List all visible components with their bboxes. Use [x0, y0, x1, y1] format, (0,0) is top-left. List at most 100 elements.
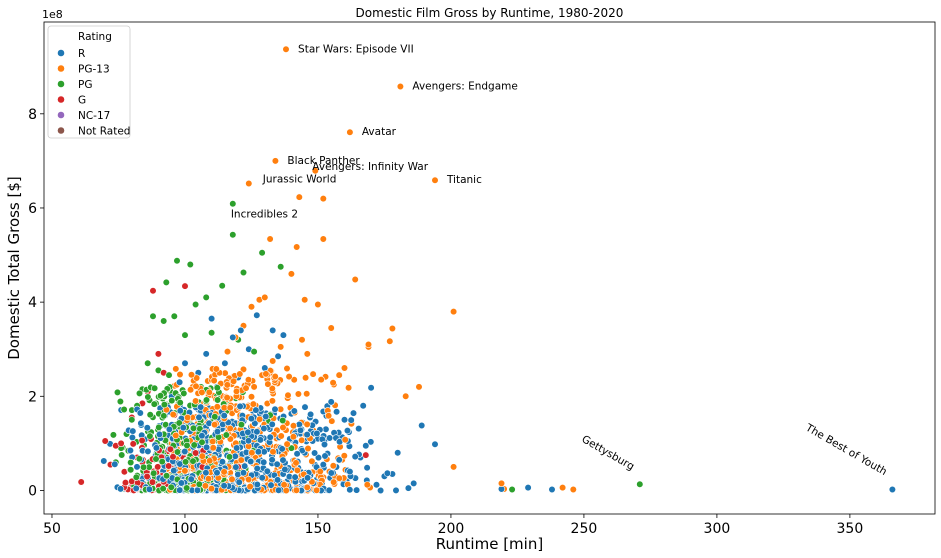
- data-point: [146, 432, 154, 440]
- data-point: [410, 479, 418, 488]
- data-point: [244, 376, 253, 384]
- data-point: [137, 419, 145, 427]
- data-point: [160, 317, 168, 325]
- data-point: [158, 458, 166, 466]
- data-point: [117, 439, 125, 448]
- data-point: [165, 371, 173, 379]
- data-point: [329, 379, 337, 387]
- data-point: [319, 235, 327, 243]
- data-point: [181, 467, 189, 475]
- data-point: [230, 377, 238, 385]
- data-point: [187, 386, 195, 394]
- legend-marker: [57, 95, 65, 104]
- data-point: [247, 457, 255, 466]
- data-point: [205, 388, 213, 397]
- data-point: [325, 412, 333, 420]
- data-point: [274, 476, 282, 484]
- data-point: [150, 469, 158, 477]
- data-point: [127, 458, 135, 467]
- data-point: [208, 315, 216, 323]
- data-point: [277, 343, 285, 351]
- data-point: [149, 287, 157, 295]
- data-point: [220, 412, 228, 420]
- data-point: [290, 407, 298, 415]
- legend-entry: R: [78, 48, 85, 60]
- data-point: [524, 484, 532, 492]
- data-point: [189, 424, 198, 432]
- data-point: [244, 437, 253, 445]
- data-point: [293, 450, 301, 458]
- data-point: [304, 444, 312, 453]
- data-point: [298, 436, 306, 444]
- data-point: [302, 374, 310, 382]
- data-point: [135, 389, 144, 398]
- data-point: [363, 464, 371, 472]
- data-point: [236, 402, 244, 411]
- data-point: [295, 420, 303, 429]
- data-point: [179, 424, 187, 432]
- data-point: [197, 403, 205, 411]
- data-point: [228, 475, 236, 483]
- data-point: [269, 357, 277, 365]
- data-point: [355, 425, 363, 433]
- data-point: [322, 425, 330, 433]
- data-point: [173, 257, 181, 265]
- data-point: [250, 383, 258, 391]
- data-point: [181, 447, 189, 456]
- data-point: [346, 486, 354, 494]
- data-point: [223, 394, 231, 402]
- data-point: [241, 462, 249, 470]
- data-point: [244, 428, 252, 436]
- data-point: [154, 350, 162, 358]
- data-point: [239, 268, 248, 277]
- data-point: [347, 416, 355, 424]
- data-point: [325, 486, 333, 494]
- data-point: [248, 449, 256, 457]
- data-point: [307, 410, 315, 419]
- data-point: [193, 486, 202, 494]
- data-point: [170, 312, 178, 320]
- data-point: [320, 440, 329, 449]
- data-point: [245, 179, 253, 188]
- data-point: [169, 453, 177, 461]
- data-point: [109, 431, 117, 439]
- data-point: [279, 423, 287, 432]
- data-point: [168, 397, 176, 405]
- data-point: [132, 473, 140, 481]
- data-point: [346, 128, 354, 136]
- data-point: [232, 463, 240, 471]
- data-point: [258, 249, 266, 257]
- data-point: [262, 412, 270, 421]
- data-point: [256, 415, 264, 423]
- data-point: [166, 445, 174, 453]
- data-point: [163, 472, 171, 480]
- legend-marker: [57, 49, 65, 57]
- data-point: [167, 483, 175, 491]
- data-point: [266, 433, 274, 441]
- data-point: [229, 333, 237, 342]
- data-point: [138, 436, 146, 445]
- data-point: [144, 359, 152, 367]
- data-point: [372, 481, 381, 489]
- data-point: [330, 478, 338, 486]
- data-point: [183, 441, 191, 450]
- data-point: [260, 458, 268, 466]
- y-tick-label: 0: [28, 483, 37, 499]
- data-point: [245, 475, 253, 484]
- data-point: [289, 422, 298, 430]
- data-point: [208, 329, 216, 337]
- data-point: [298, 336, 306, 344]
- data-point: [202, 469, 210, 477]
- annotation-label: Jurassic World: [262, 173, 337, 185]
- data-point: [253, 428, 261, 436]
- data-point: [327, 398, 335, 406]
- data-point: [319, 195, 327, 203]
- data-point: [186, 260, 194, 269]
- data-point: [233, 444, 241, 452]
- data-point: [303, 420, 311, 429]
- data-point: [285, 373, 293, 381]
- data-point: [192, 382, 200, 390]
- data-point: [152, 444, 160, 452]
- points-layer: [77, 45, 897, 495]
